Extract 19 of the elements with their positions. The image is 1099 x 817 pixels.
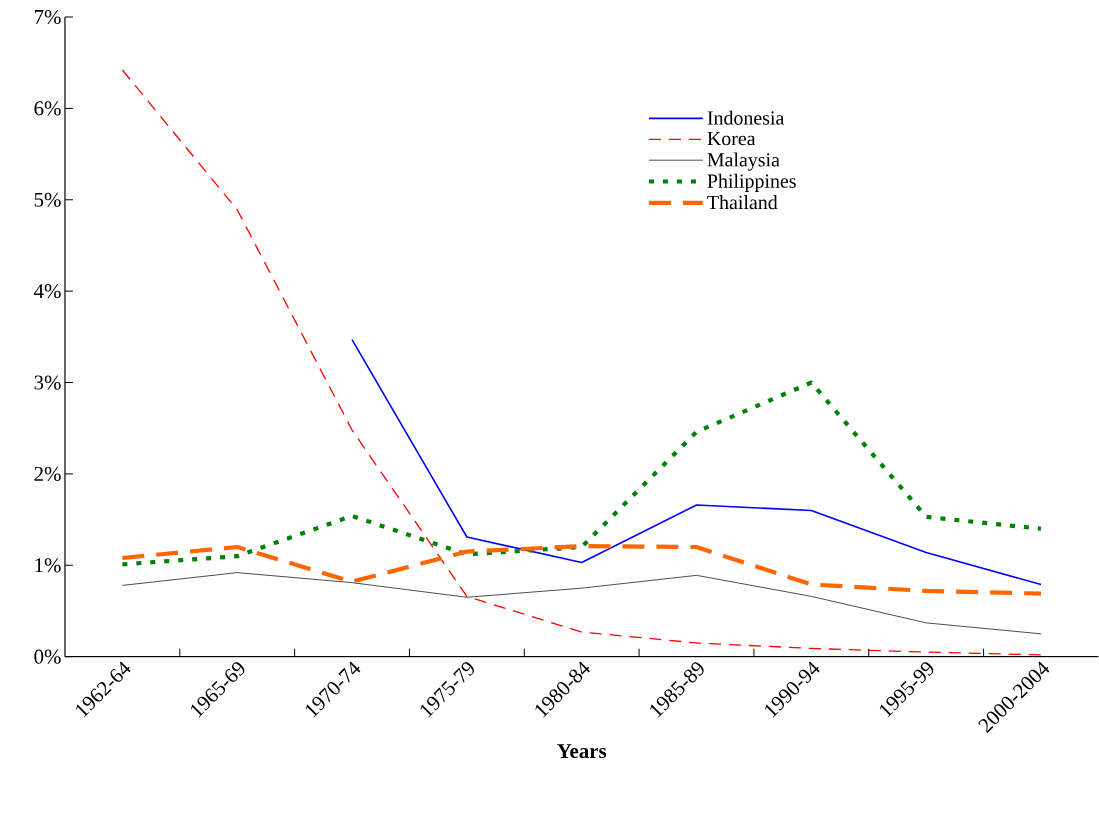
line-series bbox=[120, 380, 1044, 567]
legend-label: Malaysia bbox=[707, 152, 780, 171]
y-tick-label: 6% bbox=[34, 101, 61, 116]
x-axis-title: Years bbox=[557, 744, 607, 759]
y-tick-label: 4% bbox=[33, 284, 61, 299]
y-tick-label: 5% bbox=[34, 192, 61, 208]
legend-label: Indonesia bbox=[707, 110, 785, 125]
y-tick-label: 7% bbox=[34, 10, 61, 25]
legend-label: Korea bbox=[707, 132, 756, 146]
y-tick-label: 1% bbox=[35, 558, 61, 573]
line-series bbox=[121, 69, 1042, 656]
line-series bbox=[351, 338, 1042, 586]
line-series bbox=[120, 544, 1044, 596]
legend-label: Philippines bbox=[707, 174, 796, 193]
y-tick-label: 0% bbox=[34, 649, 61, 664]
legend-label: Thailand bbox=[707, 195, 778, 210]
y-tick-label: 2% bbox=[34, 467, 61, 482]
y-tick-label: 3% bbox=[34, 375, 61, 390]
line-series bbox=[122, 572, 1042, 635]
